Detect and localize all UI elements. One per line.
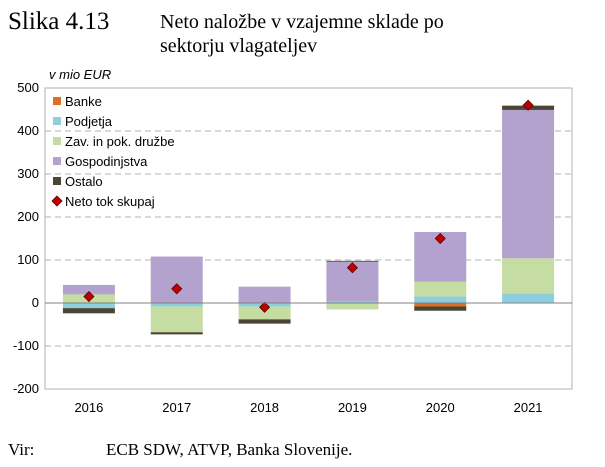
bar-segment-gospodinjstva	[150, 256, 203, 303]
bar-segment-podjetja	[150, 303, 203, 307]
figure-label: Slika 4.13	[8, 8, 110, 35]
total-marker	[522, 99, 534, 111]
bar-segment-gospodinjstva	[238, 286, 291, 303]
bar-segment-podjetja	[414, 296, 467, 303]
legend-label: Podjetja	[65, 114, 113, 129]
y-tick-label: 500	[17, 80, 39, 95]
stacked-bar-chart: -200 -100 0 100 200 300 400 500 v mio EUR 2016 201…	[13, 67, 573, 415]
total-marker	[259, 301, 271, 313]
bar-segment-gospodinjstva	[502, 109, 555, 259]
bar-segment-zav-in-pok-dru-be	[238, 306, 291, 320]
legend-swatch	[53, 97, 61, 105]
legend-swatch	[53, 137, 61, 145]
bar-segment-ostalo	[414, 306, 467, 311]
legend-label: Ostalo	[65, 174, 103, 189]
figure-title: Neto naložbe v vzajemne sklade po sektor…	[160, 11, 444, 57]
legend-swatch	[53, 157, 61, 165]
bar-segment-ostalo	[238, 319, 291, 324]
plot-frame	[44, 87, 573, 390]
y-tick-label: 400	[17, 123, 39, 138]
total-marker	[83, 290, 95, 303]
legend-swatch	[53, 117, 61, 125]
y-tick-label: 100	[17, 252, 39, 267]
y-tick-label: 200	[17, 209, 39, 224]
y-unit-label: v mio EUR	[49, 67, 111, 82]
total-marker	[346, 262, 358, 274]
bar-segment-zav-in-pok-dru-be	[326, 303, 379, 310]
bar-segment-ostalo	[150, 332, 203, 335]
legend-label: Gospodinjstva	[65, 154, 148, 169]
bar-segment-podjetja	[326, 301, 379, 303]
x-tick-label: 2019	[338, 400, 367, 415]
source-label: Vir:	[8, 440, 35, 459]
legend-swatch	[53, 177, 61, 185]
legend-label: Neto tok skupaj	[65, 194, 155, 209]
legend-label: Banke	[65, 94, 102, 109]
x-tick-label: 2017	[162, 400, 191, 415]
bar-segment-banke	[414, 303, 467, 307]
legend-swatch	[51, 195, 63, 207]
bar-segment-zav-in-pok-dru-be	[150, 306, 203, 333]
bar-segment-podjetja	[502, 293, 555, 303]
bar-segment-ostalo	[62, 308, 115, 314]
y-tick-label: -100	[13, 338, 39, 353]
y-tick-label: 0	[32, 295, 39, 310]
bar-segment-zav-in-pok-dru-be	[414, 281, 467, 297]
bar-segment-gospodinjstva	[62, 284, 115, 295]
x-tick-label: 2020	[426, 400, 455, 415]
source-text: ECB SDW, ATVP, Banka Slovenije.	[106, 440, 353, 459]
total-marker	[434, 232, 446, 245]
bar-segment-podjetja	[62, 303, 115, 309]
y-tick-label: -200	[13, 381, 39, 396]
y-tick-label: 300	[17, 166, 39, 181]
bar-segment-ostalo	[326, 260, 379, 262]
bar-segment-zav-in-pok-dru-be	[502, 258, 555, 294]
x-tick-label: 2018	[250, 400, 279, 415]
x-tick-label: 2021	[514, 400, 543, 415]
x-tick-label: 2016	[74, 400, 103, 415]
legend-label: Zav. in pok. družbe	[65, 134, 175, 149]
total-marker	[171, 283, 183, 295]
